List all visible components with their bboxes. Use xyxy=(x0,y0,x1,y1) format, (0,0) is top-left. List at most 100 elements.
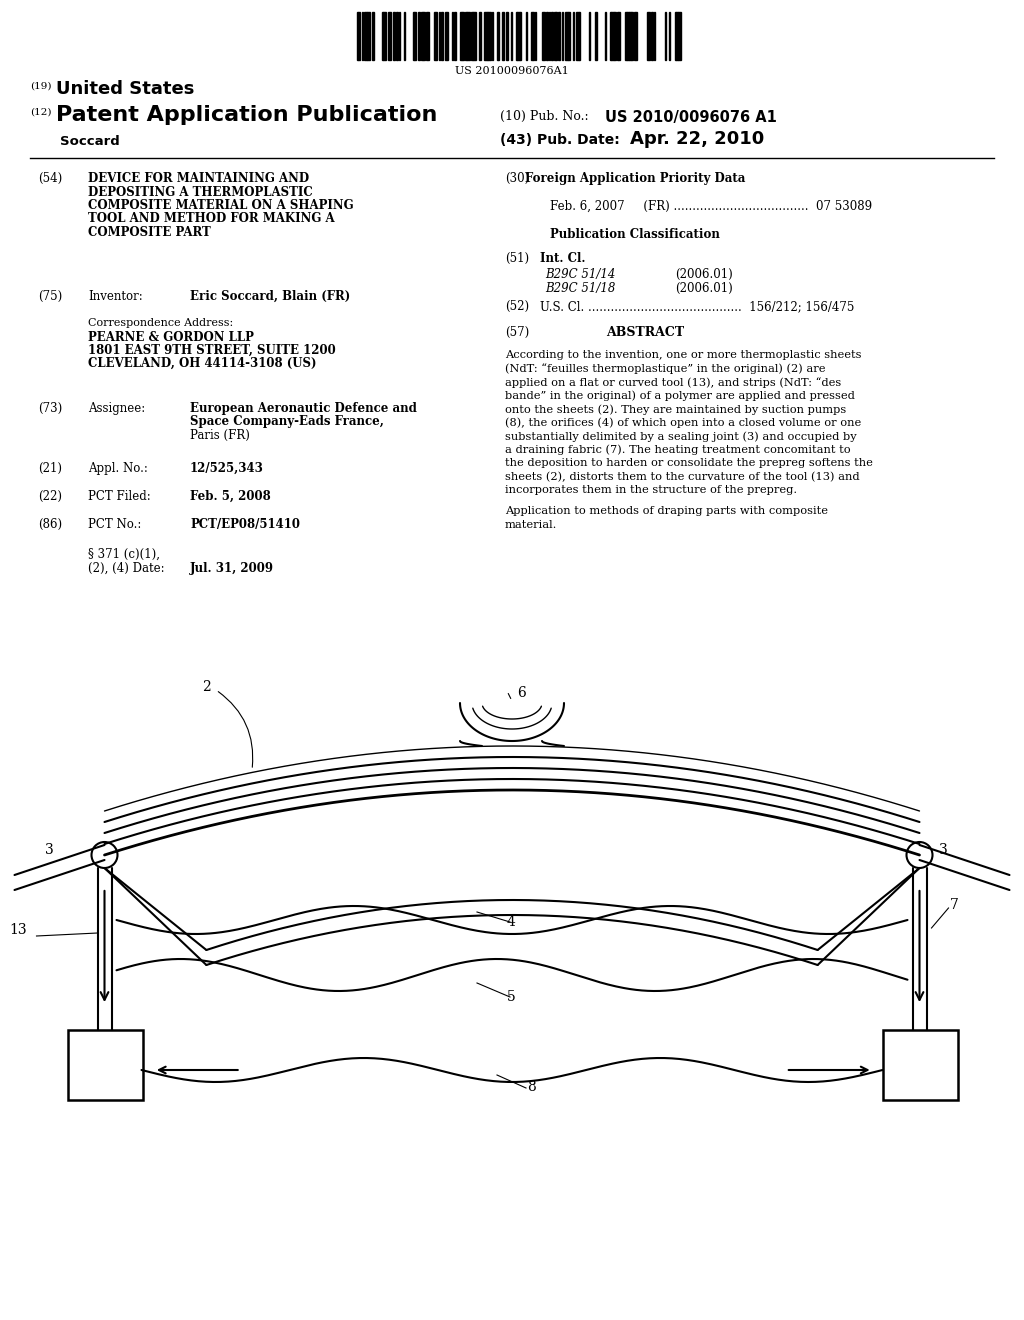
Bar xyxy=(546,12,548,59)
Bar xyxy=(358,12,360,59)
Bar xyxy=(473,12,476,59)
Text: (8), the orifices (4) of which open into a closed volume or one: (8), the orifices (4) of which open into… xyxy=(505,417,861,428)
Text: 6: 6 xyxy=(517,686,525,700)
Text: PCT/EP08/51410: PCT/EP08/51410 xyxy=(190,517,300,531)
Bar xyxy=(423,12,425,59)
Bar xyxy=(565,12,568,59)
Text: 13: 13 xyxy=(9,923,27,937)
Text: applied on a flat or curved tool (13), and strips (NdT: “des: applied on a flat or curved tool (13), a… xyxy=(505,378,842,388)
Text: CLEVELAND, OH 44114-3108 (US): CLEVELAND, OH 44114-3108 (US) xyxy=(88,356,316,370)
Text: 2: 2 xyxy=(202,680,211,694)
Bar xyxy=(383,12,386,59)
Text: Space Company-Eads France,: Space Company-Eads France, xyxy=(190,416,384,429)
Text: a draining fabric (7). The heating treatment concomitant to: a draining fabric (7). The heating treat… xyxy=(505,445,851,455)
Text: TOOL AND METHOD FOR MAKING A: TOOL AND METHOD FOR MAKING A xyxy=(88,213,335,226)
Text: (51): (51) xyxy=(505,252,529,265)
Bar xyxy=(568,12,570,59)
Text: Patent Application Publication: Patent Application Publication xyxy=(56,106,437,125)
Text: § 371 (c)(1),: § 371 (c)(1), xyxy=(88,548,160,561)
Text: 3: 3 xyxy=(44,843,53,857)
Bar xyxy=(631,12,633,59)
Text: US 2010/0096076 A1: US 2010/0096076 A1 xyxy=(605,110,777,125)
Text: (10) Pub. No.:: (10) Pub. No.: xyxy=(500,110,589,123)
Text: the deposition to harden or consolidate the prepreg softens the: the deposition to harden or consolidate … xyxy=(505,458,872,469)
Text: PEARNE & GORDON LLP: PEARNE & GORDON LLP xyxy=(88,331,254,345)
Text: US 20100096076A1: US 20100096076A1 xyxy=(455,66,569,77)
Text: 5: 5 xyxy=(507,990,516,1005)
Bar xyxy=(465,12,467,59)
Text: Publication Classification: Publication Classification xyxy=(550,228,720,242)
Text: ABSTRACT: ABSTRACT xyxy=(606,326,684,339)
Text: 12/525,343: 12/525,343 xyxy=(190,462,264,475)
Bar xyxy=(454,12,456,59)
Text: According to the invention, one or more thermoplastic sheets: According to the invention, one or more … xyxy=(505,350,861,360)
Bar xyxy=(506,12,508,59)
Bar xyxy=(471,12,473,59)
Bar xyxy=(618,12,620,59)
Bar xyxy=(467,12,470,59)
Text: Jul. 31, 2009: Jul. 31, 2009 xyxy=(190,562,274,576)
Text: 8: 8 xyxy=(527,1080,536,1094)
Bar xyxy=(634,12,637,59)
Bar xyxy=(554,12,556,59)
Bar xyxy=(575,12,579,59)
Bar xyxy=(488,12,490,59)
Bar xyxy=(434,12,437,59)
Text: Assignee:: Assignee: xyxy=(88,403,145,414)
Text: (12): (12) xyxy=(30,108,51,117)
Text: (22): (22) xyxy=(38,490,62,503)
Text: Inventor:: Inventor: xyxy=(88,290,142,304)
Bar xyxy=(441,12,443,59)
Bar xyxy=(595,12,597,59)
Bar xyxy=(678,12,681,59)
Bar xyxy=(372,12,374,59)
Text: 3: 3 xyxy=(939,843,948,857)
Bar xyxy=(414,12,416,59)
Text: Int. Cl.: Int. Cl. xyxy=(540,252,586,265)
Bar xyxy=(551,12,553,59)
Text: (2), (4) Date:: (2), (4) Date: xyxy=(88,562,165,576)
Text: (19): (19) xyxy=(30,82,51,91)
Bar xyxy=(651,12,653,59)
Text: material.: material. xyxy=(505,520,557,531)
Bar xyxy=(393,12,395,59)
Text: (2006.01): (2006.01) xyxy=(675,268,733,281)
Text: (30): (30) xyxy=(505,172,529,185)
Text: (43) Pub. Date:: (43) Pub. Date: xyxy=(500,133,620,147)
Text: bande” in the original) of a polymer are applied and pressed: bande” in the original) of a polymer are… xyxy=(505,391,855,401)
Text: Eric Soccard, Blain (FR): Eric Soccard, Blain (FR) xyxy=(190,290,350,304)
Text: (NdT: “feuilles thermoplastique” in the original) (2) are: (NdT: “feuilles thermoplastique” in the … xyxy=(505,363,825,375)
Bar xyxy=(629,12,631,59)
Bar xyxy=(364,12,367,59)
Bar xyxy=(367,12,370,59)
Bar xyxy=(614,12,616,59)
Bar xyxy=(647,12,650,59)
Text: Soccard: Soccard xyxy=(60,135,120,148)
Text: B29C 51/14: B29C 51/14 xyxy=(545,268,615,281)
Text: Appl. No.:: Appl. No.: xyxy=(88,462,147,475)
Text: 1801 EAST 9TH STREET, SUITE 1200: 1801 EAST 9TH STREET, SUITE 1200 xyxy=(88,345,336,356)
Text: (57): (57) xyxy=(505,326,529,339)
Bar xyxy=(558,12,560,59)
Bar xyxy=(502,12,504,59)
Bar xyxy=(611,12,614,59)
Bar xyxy=(625,12,627,59)
Text: 7: 7 xyxy=(949,898,958,912)
Text: (54): (54) xyxy=(38,172,62,185)
Bar xyxy=(676,12,678,59)
Text: Correspondence Address:: Correspondence Address: xyxy=(88,318,233,327)
Bar xyxy=(462,12,464,59)
Bar xyxy=(517,12,520,59)
Text: onto the sheets (2). They are maintained by suction pumps: onto the sheets (2). They are maintained… xyxy=(505,404,846,414)
Text: incorporates them in the structure of the prepreg.: incorporates them in the structure of th… xyxy=(505,484,797,495)
Text: substantially delimited by a sealing joint (3) and occupied by: substantially delimited by a sealing joi… xyxy=(505,432,857,442)
Text: (75): (75) xyxy=(38,290,62,304)
Bar xyxy=(627,12,629,59)
Text: Feb. 6, 2007     (FR) ....................................  07 53089: Feb. 6, 2007 (FR) ......................… xyxy=(550,201,872,213)
Bar xyxy=(418,12,420,59)
Text: PCT Filed:: PCT Filed: xyxy=(88,490,151,503)
Text: (21): (21) xyxy=(38,462,62,475)
Text: B29C 51/18: B29C 51/18 xyxy=(545,282,615,294)
Text: (73): (73) xyxy=(38,403,62,414)
Bar xyxy=(396,12,398,59)
